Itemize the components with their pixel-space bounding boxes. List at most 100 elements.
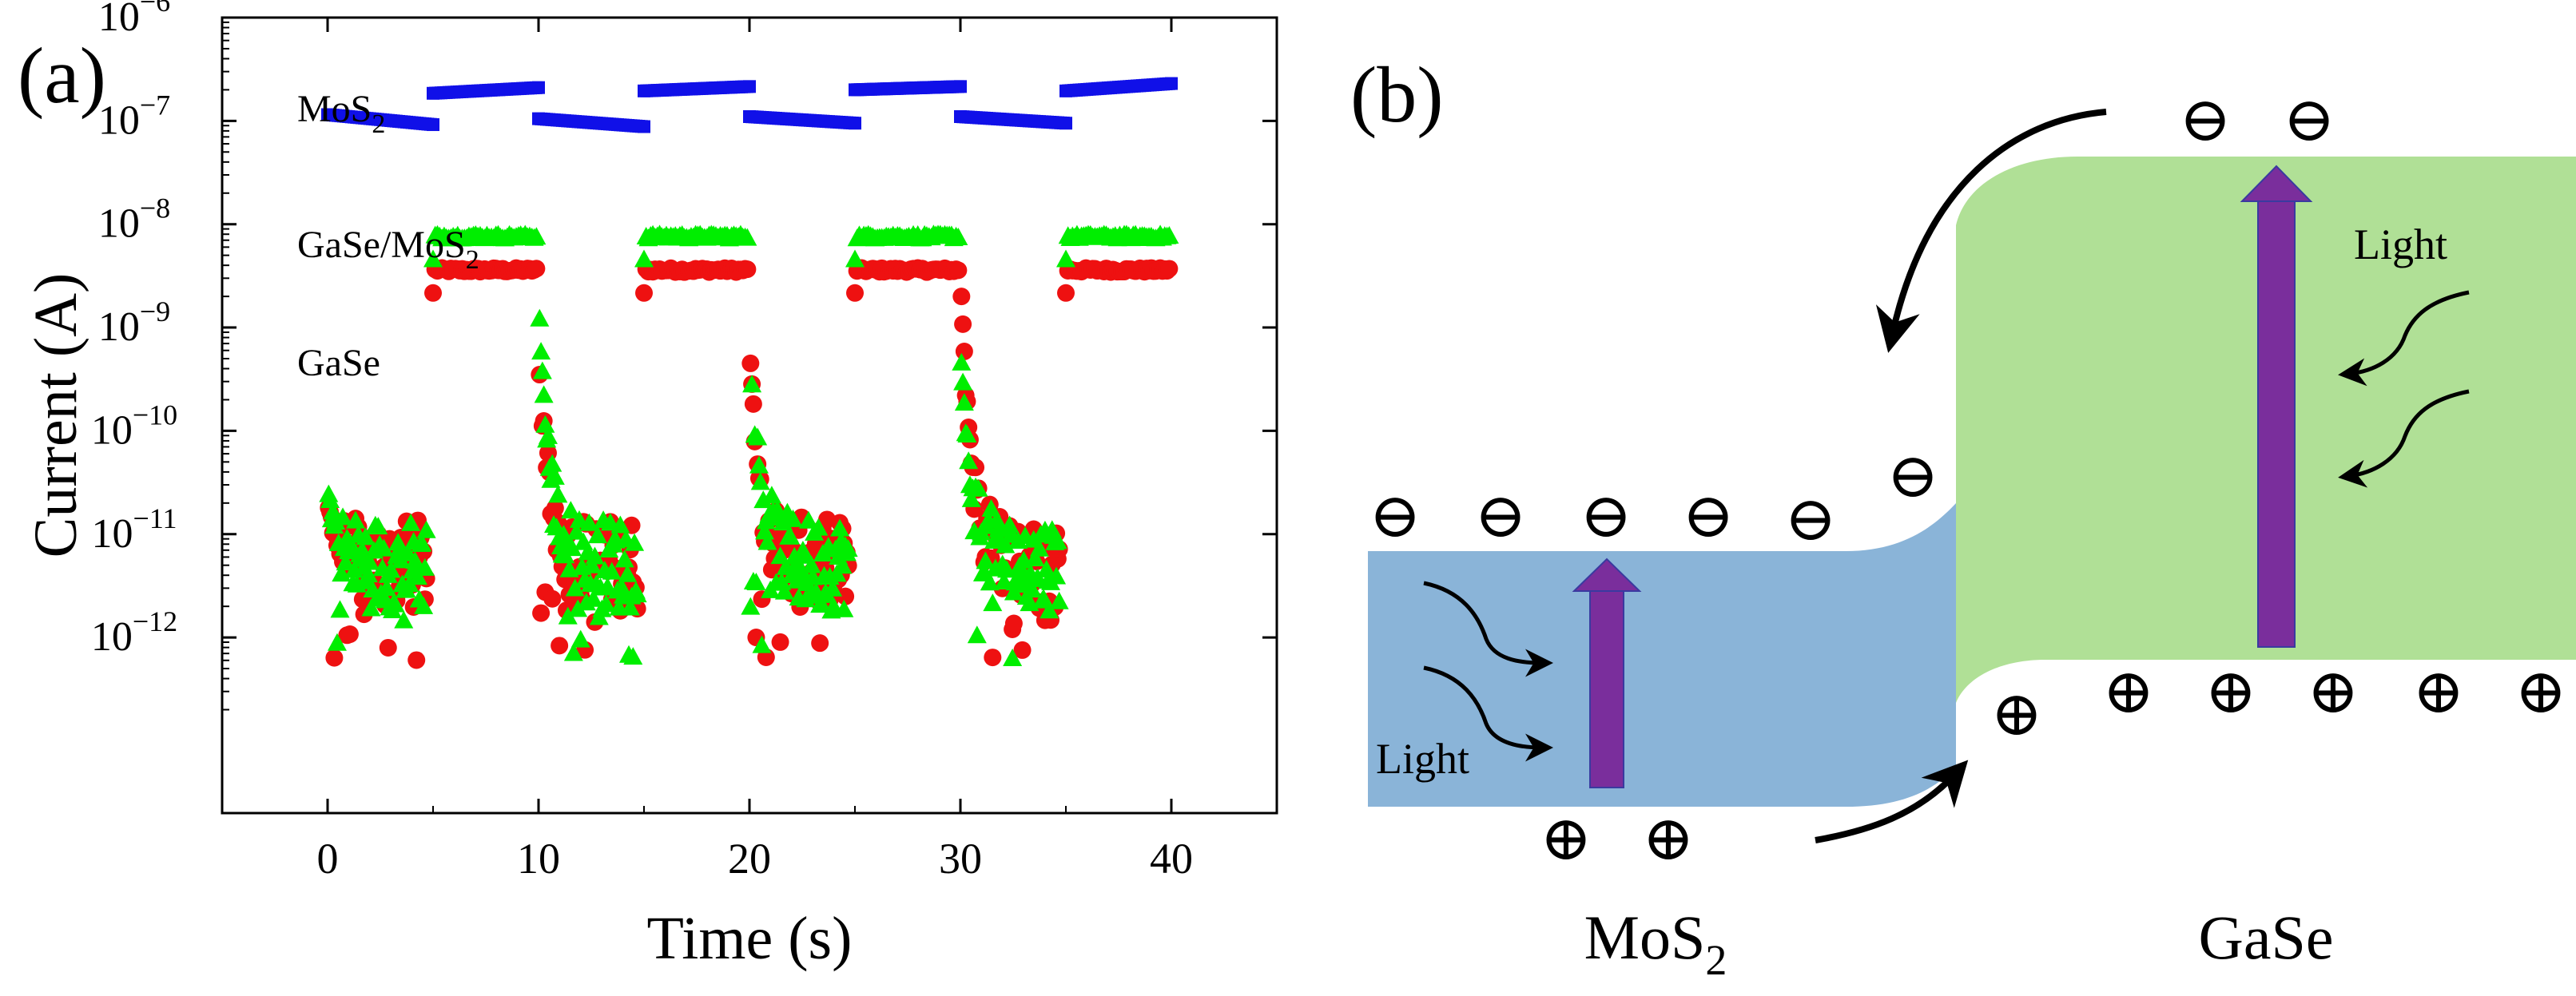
gase-mos2-point (750, 472, 770, 490)
gase-point (984, 649, 1002, 667)
gase-mos2-point (333, 507, 353, 526)
gase-mos2-point (948, 228, 968, 246)
gase-mos2-point (1000, 515, 1020, 534)
gase-point (741, 354, 760, 372)
electron-symbol: ⊖ (1784, 484, 1836, 554)
gase-mos2-point (416, 520, 436, 538)
gase-mos2-point (415, 558, 435, 576)
gase-mos2-point (548, 485, 568, 503)
gase-mos2-point (534, 385, 554, 403)
gase-mos2-point (612, 577, 632, 596)
gase-mos2-point (582, 555, 602, 573)
gase-mos2-point (360, 552, 380, 570)
gase-mos2-point (618, 564, 638, 582)
light-label-mos2: Light (1376, 735, 1469, 783)
gase-mos2-point (987, 510, 1007, 529)
mos2-point (532, 81, 545, 94)
gase-mos2-point (1036, 559, 1056, 577)
gase-mos2-point (980, 573, 1000, 591)
gase-mos2-point (801, 555, 821, 573)
gase-mos2-point (749, 455, 769, 474)
gase-mos2-point (996, 535, 1016, 554)
gase-mos2-point (327, 633, 347, 651)
gase-mos2-point (336, 553, 356, 571)
gase-mos2-point (561, 501, 581, 519)
gase-mos2-point (579, 513, 599, 531)
gase-mos2-point (602, 561, 622, 580)
hole-symbol: ⊕ (1990, 679, 2042, 748)
gase-mos2-point (838, 539, 858, 558)
gase-mos2-point (1003, 649, 1023, 667)
panel-b-label: (b) (1350, 50, 1444, 139)
gase-point (407, 651, 426, 669)
x-tick-label: 30 (939, 835, 982, 883)
gase-mos2-point (834, 599, 854, 617)
gase-mos2-point (961, 489, 981, 507)
hole-symbol: ⊕ (2514, 657, 2566, 726)
y-tick-label: 10−8 (98, 192, 170, 247)
mos2-excitation-arrow (1572, 558, 1642, 788)
series-label-gase: GaSe (297, 342, 380, 384)
gase-mos2-point (610, 515, 630, 534)
series-label-mos2: MoS2 (297, 88, 385, 139)
mos2-point (743, 80, 756, 93)
hole-symbol: ⊕ (1642, 804, 1694, 873)
y-tick-label: 10−6 (98, 0, 170, 40)
gase-mos2-point (563, 538, 582, 557)
gase-mos2-point (1159, 225, 1179, 244)
gase-mos2-point (1049, 591, 1069, 609)
gase-mos2-point (952, 352, 972, 371)
gase-mos2-point (565, 578, 585, 597)
gase-mos2-point (757, 532, 777, 550)
electron-symbol: ⊖ (1886, 441, 1938, 510)
x-tick-label: 0 (317, 835, 339, 883)
light-ray-icon (1423, 665, 1553, 762)
x-tick-label: 20 (728, 835, 771, 883)
gase-mos2-point (376, 578, 396, 597)
gase-point (811, 634, 829, 653)
gase-mos2-point (627, 585, 647, 603)
gase-mos2-point (356, 527, 376, 546)
gase-mos2-point (794, 546, 814, 564)
gase-mos2-point (587, 526, 607, 544)
gase-mos2-point (412, 534, 432, 552)
gase-point (955, 342, 973, 360)
gase-point (837, 587, 855, 605)
gase-mos2-point (1034, 589, 1054, 607)
gase-mos2-point (623, 647, 643, 665)
gase-mos2-point (954, 393, 974, 411)
gase-mos2-point (323, 502, 343, 520)
y-tick-label: 10−10 (91, 399, 177, 453)
gase-mos2-point (823, 578, 843, 597)
hole-symbol: ⊕ (2307, 657, 2359, 726)
gase-mos2-point (967, 625, 987, 644)
gase-mos2-point (625, 533, 645, 551)
y-tick-label: 10−9 (98, 296, 170, 350)
panel-b-band-diagram: (b) Light Light ⊖ ⊖ ⊖ ⊖ ⊖ ⊖ ⊖ ⊖ ⊕ ⊕ ⊕ ⊕ ⊕ ⊕ ⊕ ⊕ MoS2 (1350, 50, 2576, 984)
gase-mos2-point (774, 581, 794, 600)
gase-point (543, 589, 562, 608)
gase-mos2-point (1029, 538, 1049, 557)
gase-point (1013, 641, 1032, 659)
mos2-point (638, 120, 650, 133)
gase-mos2-point (1040, 601, 1059, 619)
gase-mos2-point (558, 606, 578, 625)
series-points (319, 77, 1179, 669)
electron-symbol: ⊖ (1369, 481, 1421, 550)
mos2-point (1165, 77, 1178, 90)
hole-symbol: ⊕ (2102, 657, 2154, 726)
gase-mos2-point (532, 361, 552, 379)
hole-symbol: ⊕ (1540, 804, 1592, 873)
gase-point (949, 261, 968, 280)
gase-mos2-point (741, 597, 761, 615)
gase-mos2-point (585, 546, 605, 565)
gase-mos2-point (748, 427, 768, 446)
gase-mos2-point (423, 249, 443, 268)
gase-point (1004, 614, 1023, 633)
light-ray-icon (2338, 389, 2470, 488)
gase-mos2-point (385, 594, 405, 613)
gase-point (846, 284, 864, 302)
gase-mos2-point (361, 598, 381, 617)
gase-point (340, 625, 359, 644)
mos2-point (1059, 117, 1072, 130)
